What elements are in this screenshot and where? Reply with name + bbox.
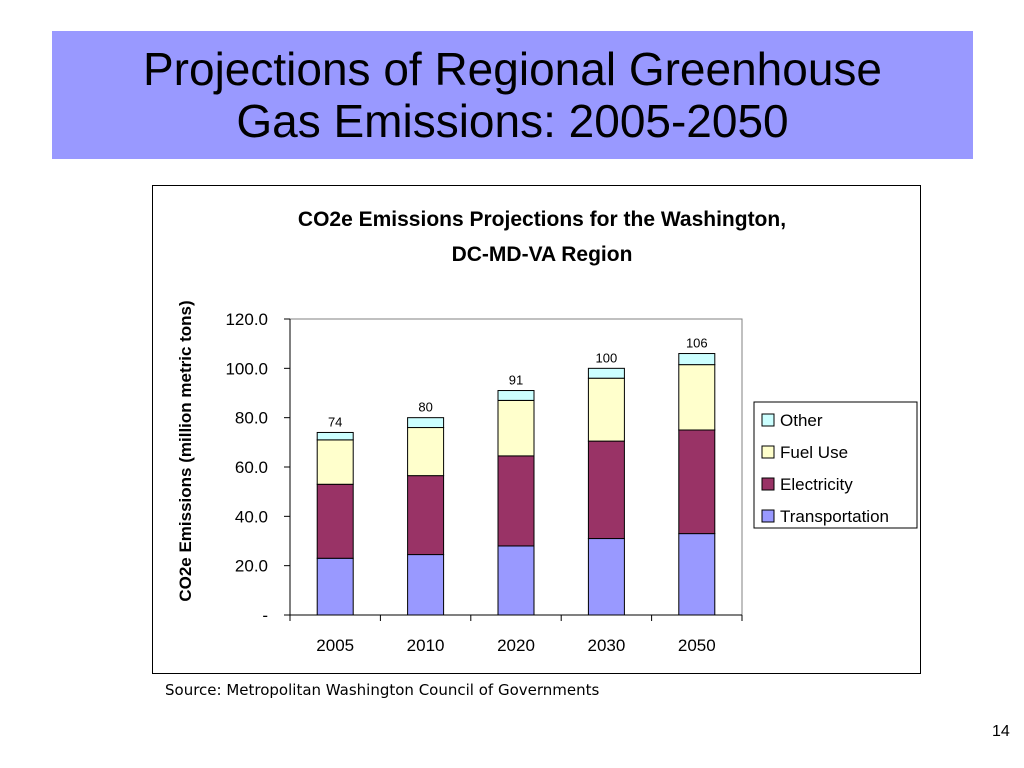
y-tick-label: 80.0 <box>235 409 268 428</box>
y-tick-label: 40.0 <box>235 507 268 526</box>
bar-segment-electricity-2050 <box>678 429 716 535</box>
y-tick-label: 20.0 <box>235 557 268 576</box>
bars-group: 74 80 91 100 106 <box>316 336 716 616</box>
total-label-2030: 100 <box>596 350 618 365</box>
bar-segment-other-2050 <box>678 353 716 366</box>
bar-segment-other-2020 <box>497 390 535 401</box>
total-label-2020: 91 <box>509 373 523 388</box>
legend-label-other: Other <box>780 411 823 430</box>
x-tick-label-2050: 2050 <box>678 636 716 655</box>
bar-segment-fuel-use-2050 <box>678 364 716 431</box>
x-tick-label-2010: 2010 <box>407 636 445 655</box>
bar-segment-other-2030 <box>587 367 625 379</box>
y-axis-label: CO2e Emissions (million metric tons) <box>176 300 195 601</box>
total-label-2010: 80 <box>418 400 432 415</box>
y-tick-label: 120.0 <box>225 310 268 329</box>
legend: Other Fuel Use Electricity Transportation <box>753 401 918 529</box>
bar-segment-transportation-2005 <box>316 557 354 616</box>
bar-segment-fuel-use-2020 <box>497 399 535 457</box>
y-tick-label: - <box>262 606 268 625</box>
chart-frame: CO2e Emissions Projections for the Washi… <box>152 185 921 674</box>
x-tick-label-2005: 2005 <box>316 636 354 655</box>
chart-title-line2: DC-MD-VA Region <box>452 243 633 266</box>
page-number: 14 <box>992 723 1010 740</box>
bar-segment-other-2010 <box>407 417 445 429</box>
axes-group: 2005 2010 2020 2030 2050 - 20.0 40.0 60.0 80.0 100… <box>225 310 743 655</box>
bar-segment-electricity-2005 <box>316 483 354 559</box>
emissions-chart: CO2e Emissions Projections for the Washi… <box>176 208 918 655</box>
bar-segment-transportation-2030 <box>587 538 625 616</box>
legend-swatch-fuel-use <box>761 445 775 459</box>
x-tick-label-2020: 2020 <box>497 636 535 655</box>
slide-title: Projections of Regional Greenhouse Gas E… <box>142 43 882 147</box>
bar-segment-electricity-2030 <box>587 440 625 540</box>
bar-segment-fuel-use-2010 <box>407 427 445 477</box>
title-banner: Projections of Regional Greenhouse Gas E… <box>52 31 973 159</box>
chart-title-line1: CO2e Emissions Projections for the Washi… <box>298 208 786 231</box>
legend-swatch-transportation <box>761 509 775 523</box>
bar-segment-transportation-2010 <box>407 554 445 616</box>
legend-label-transportation: Transportation <box>780 507 889 526</box>
bar-segment-transportation-2050 <box>678 533 716 616</box>
legend-swatch-electricity <box>761 477 775 491</box>
bar-segment-transportation-2020 <box>497 545 535 616</box>
total-label-2005: 74 <box>328 414 342 429</box>
y-tick-label: 100.0 <box>225 359 268 378</box>
source-note: Source: Metropolitan Washington Council … <box>165 681 600 699</box>
bar-segment-electricity-2010 <box>407 475 445 556</box>
total-label-2050: 106 <box>686 336 708 351</box>
legend-swatch-other <box>761 413 775 427</box>
x-tick-label-2030: 2030 <box>587 636 625 655</box>
bar-segment-fuel-use-2030 <box>587 377 625 442</box>
legend-label-fuel-use: Fuel Use <box>780 443 848 462</box>
bar-segment-fuel-use-2005 <box>316 439 354 485</box>
legend-box <box>753 401 918 529</box>
bar-segment-electricity-2020 <box>497 455 535 547</box>
y-tick-label: 60.0 <box>235 458 268 477</box>
bar-segment-other-2005 <box>316 431 354 441</box>
legend-label-electricity: Electricity <box>780 475 853 494</box>
